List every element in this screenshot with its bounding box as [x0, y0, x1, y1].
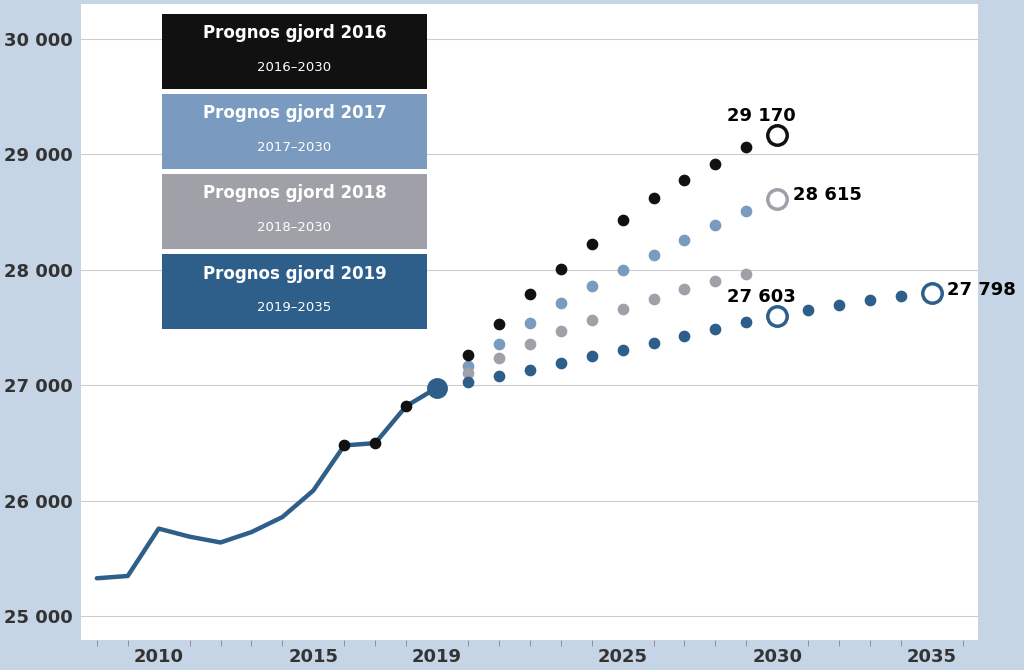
- Point: [738, 206, 755, 216]
- Point: [769, 194, 785, 204]
- Point: [367, 438, 383, 448]
- Point: [645, 293, 662, 304]
- Text: Prognos gjord 2017: Prognos gjord 2017: [203, 105, 386, 123]
- Point: [830, 299, 847, 310]
- Text: 27 798: 27 798: [947, 281, 1016, 299]
- Point: [645, 193, 662, 204]
- Text: 2017–2030: 2017–2030: [257, 141, 332, 153]
- Text: 27 603: 27 603: [727, 289, 797, 306]
- Point: [676, 174, 692, 185]
- Point: [614, 344, 631, 355]
- FancyBboxPatch shape: [162, 174, 427, 249]
- Text: 2018–2030: 2018–2030: [257, 220, 332, 234]
- FancyBboxPatch shape: [162, 254, 427, 329]
- Point: [460, 350, 476, 360]
- Point: [460, 360, 476, 371]
- Point: [398, 401, 415, 411]
- Point: [521, 338, 538, 349]
- Point: [584, 314, 600, 325]
- Point: [645, 337, 662, 348]
- Point: [738, 317, 755, 328]
- Point: [614, 215, 631, 226]
- Point: [614, 304, 631, 314]
- Point: [614, 265, 631, 275]
- Point: [553, 326, 569, 336]
- Point: [490, 371, 507, 381]
- Point: [769, 310, 785, 321]
- Point: [460, 367, 476, 378]
- FancyBboxPatch shape: [162, 13, 427, 88]
- Point: [521, 289, 538, 299]
- Point: [460, 377, 476, 387]
- Point: [521, 318, 538, 328]
- Point: [490, 319, 507, 330]
- Text: 2019–2035: 2019–2035: [257, 301, 332, 314]
- Point: [893, 291, 909, 302]
- Point: [584, 239, 600, 250]
- Point: [584, 281, 600, 291]
- Point: [521, 365, 538, 376]
- Point: [429, 383, 445, 393]
- Point: [645, 249, 662, 260]
- Point: [676, 284, 692, 295]
- Text: 28 615: 28 615: [793, 186, 861, 204]
- Point: [553, 263, 569, 274]
- Point: [429, 383, 445, 393]
- FancyBboxPatch shape: [162, 94, 427, 169]
- Point: [708, 276, 724, 287]
- Point: [924, 288, 940, 299]
- Point: [490, 338, 507, 349]
- Point: [553, 298, 569, 309]
- Point: [553, 358, 569, 369]
- Text: Prognos gjord 2019: Prognos gjord 2019: [203, 265, 386, 283]
- Point: [769, 194, 785, 204]
- Point: [738, 142, 755, 153]
- Point: [708, 324, 724, 334]
- Point: [676, 330, 692, 341]
- Point: [738, 269, 755, 280]
- Point: [769, 129, 785, 140]
- Point: [429, 383, 445, 393]
- Text: Prognos gjord 2016: Prognos gjord 2016: [203, 24, 386, 42]
- Point: [490, 352, 507, 363]
- Text: 29 170: 29 170: [727, 107, 797, 125]
- Point: [584, 351, 600, 362]
- Text: Prognos gjord 2018: Prognos gjord 2018: [203, 184, 386, 202]
- Text: 2016–2030: 2016–2030: [257, 60, 332, 74]
- Point: [862, 295, 879, 306]
- Point: [336, 440, 352, 451]
- Point: [708, 220, 724, 230]
- Point: [800, 305, 816, 316]
- Point: [708, 158, 724, 169]
- Point: [676, 234, 692, 245]
- Point: [429, 383, 445, 393]
